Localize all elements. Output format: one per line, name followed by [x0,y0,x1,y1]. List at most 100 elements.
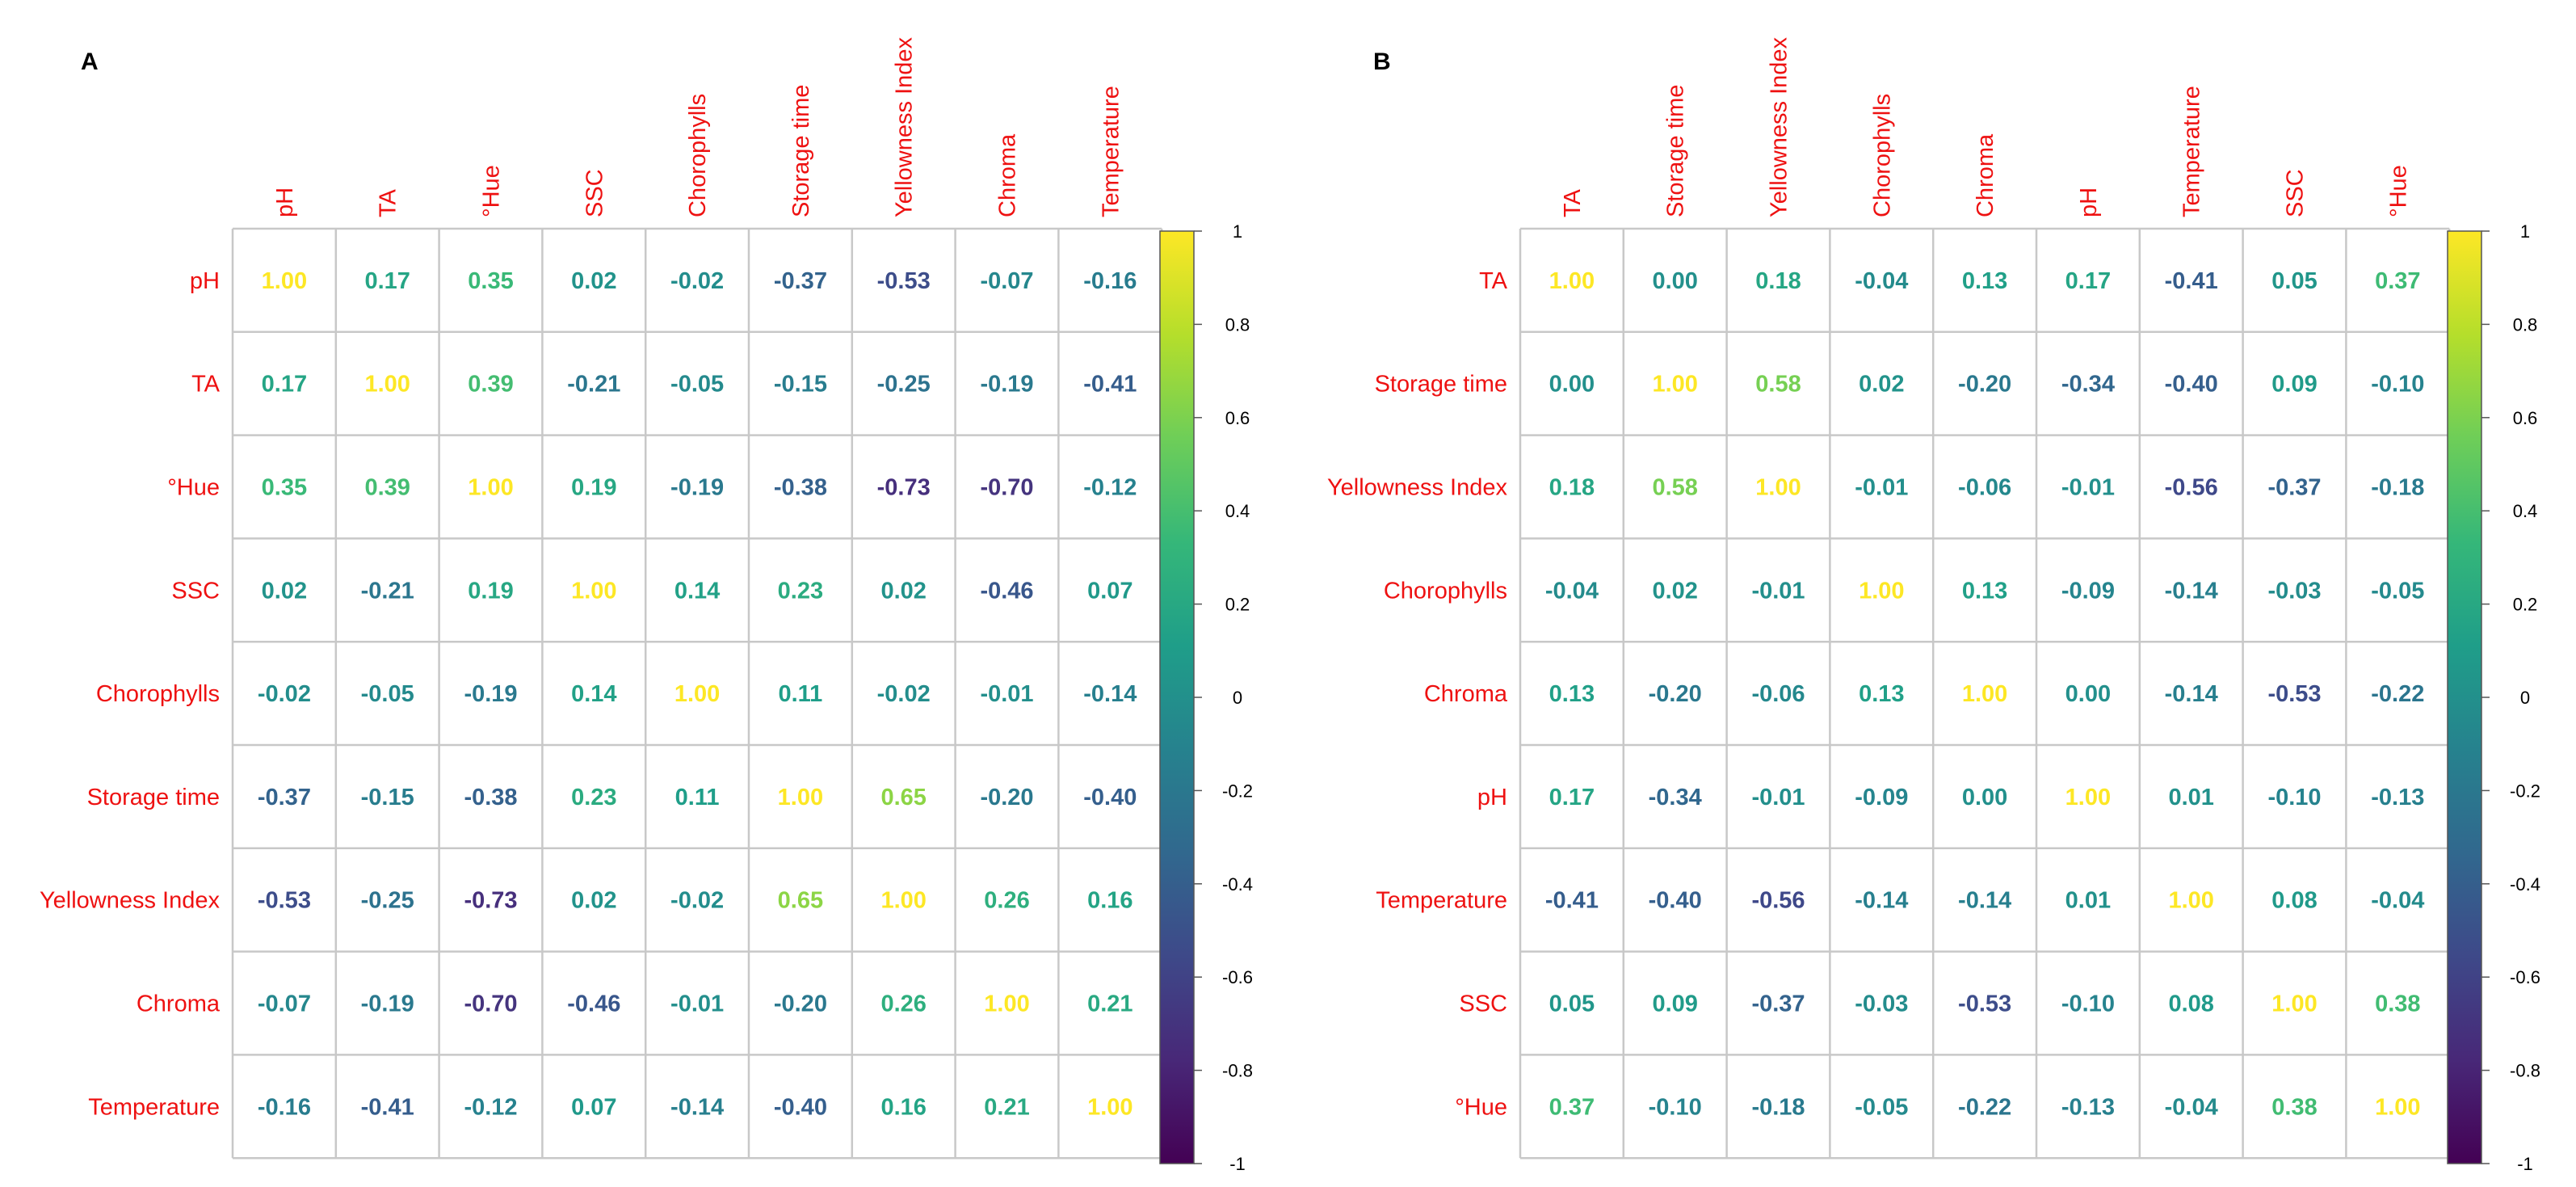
row-label: TA [191,372,221,398]
cell-value-r4-c8: -0.22 [2371,681,2424,707]
cell-value-r7-c0: 0.05 [1549,991,1595,1017]
cell-value-r3-c7: -0.03 [2267,578,2321,604]
cell-value-r8-c8: 1.00 [1087,1094,1133,1120]
column-label: Temperature [2179,86,2205,217]
column-label: pH [2076,187,2102,217]
cell-value-r0-c4: -0.02 [670,268,724,294]
colorbar-tick-label: 0.6 [2513,408,2538,428]
cell-value-r5-c6: 0.65 [880,785,926,810]
cell-value-r6-c8: 0.16 [1087,888,1133,914]
cell-value-r1-c3: -0.21 [567,372,620,398]
cell-value-r0-c0: 1.00 [1549,268,1595,294]
cell-value-r3-c8: -0.05 [2371,578,2424,604]
cell-value-r0-c8: -0.16 [1083,268,1137,294]
column-label: °Hue [2385,165,2411,217]
colorbar [2447,230,2482,1164]
cell-value-r4-c4: 1.00 [674,681,720,707]
cell-value-r7-c0: -0.07 [258,991,311,1017]
cell-value-r7-c7: 1.00 [984,991,1029,1017]
cell-value-r8-c2: -0.12 [464,1094,517,1120]
cell-value-r5-c3: 0.23 [571,785,616,810]
cell-value-r0-c3: -0.04 [1855,268,1908,294]
row-label: Storage time [87,785,220,810]
cell-value-r3-c1: -0.21 [361,578,414,604]
colorbar-tick-label: 0 [2520,688,2530,708]
column-label: Temperature [1098,86,1124,217]
cell-value-r1-c1: 1.00 [364,372,410,398]
row-label: Temperature [88,1094,220,1120]
cell-value-r4-c3: 0.14 [571,681,616,707]
cell-value-r2-c5: -0.38 [774,475,827,501]
cell-value-r7-c4: -0.53 [1958,991,2011,1017]
colorbar-tick-label: -0.6 [2510,967,2540,987]
column-label: Storage time [1663,85,1689,217]
cell-value-r5-c2: -0.01 [1751,785,1805,810]
cell-value-r8-c4: -0.22 [1958,1094,2011,1120]
cell-value-r0-c1: 0.17 [364,268,410,294]
row-label: Chroma [137,991,221,1017]
row-label: pH [1477,785,1507,810]
cell-value-r7-c6: 0.26 [880,991,926,1017]
colorbar-tick-label: 0 [1233,688,1242,708]
panel-label-a: A [81,48,99,75]
correlation-heatmap-b: 1.00 0.00 0.18 -0.04 0.13 0.17 -0.41 0.05 0.370.… [1327,36,2540,1174]
cell-value-r1-c5: -0.15 [774,372,827,398]
cell-value-r5-c5: 1.00 [778,785,823,810]
cell-value-r6-c7: 0.26 [984,888,1029,914]
cell-value-r2-c2: 1.00 [1755,475,1801,501]
cell-value-r2-c0: 0.18 [1549,475,1595,501]
colorbar-tick-label: 0.2 [2513,595,2538,615]
cell-value-r1-c5: -0.34 [2061,372,2115,398]
cell-value-r3-c0: -0.04 [1545,578,1599,604]
cell-value-r8-c0: 0.37 [1549,1094,1595,1120]
colorbar-tick-label: -1 [2517,1154,2533,1174]
cell-value-r0-c6: -0.41 [2165,268,2218,294]
row-label: Temperature [1376,888,1507,914]
cell-value-r1-c3: 0.02 [1859,372,1904,398]
cell-value-r1-c4: -0.05 [670,372,724,398]
cell-value-r2-c6: -0.73 [877,475,931,501]
cell-value-r6-c2: -0.73 [464,888,517,914]
cell-value-r5-c3: -0.09 [1855,785,1908,810]
cell-value-r5-c6: 0.01 [2168,785,2213,810]
cell-value-r0-c1: 0.00 [1652,268,1697,294]
cell-value-r8-c7: 0.38 [2271,1094,2317,1120]
cell-value-r5-c2: -0.38 [464,785,517,810]
cell-value-r2-c7: -0.37 [2267,475,2321,501]
column-label: Chroma [995,133,1021,217]
row-label: Chorophylls [96,681,220,707]
cell-value-r4-c1: -0.20 [1649,681,1702,707]
column-label: SSC [2283,169,2309,217]
colorbar-tick-label: 0.4 [2513,501,2538,521]
cell-value-r7-c1: -0.19 [361,991,414,1017]
cell-value-r5-c1: -0.15 [361,785,414,810]
cell-value-r0-c0: 1.00 [262,268,307,294]
column-label: Chorophylls [685,94,711,217]
cell-value-r7-c8: 0.38 [2375,991,2420,1017]
cell-value-r3-c5: -0.09 [2061,578,2115,604]
cell-value-r1-c8: -0.41 [1083,372,1137,398]
cell-value-r1-c7: 0.09 [2271,372,2317,398]
cell-value-r1-c8: -0.10 [2371,372,2424,398]
cell-value-r4-c6: -0.02 [877,681,931,707]
cell-value-r4-c7: -0.01 [980,681,1033,707]
cell-value-r6-c3: 0.02 [571,888,616,914]
row-label: Chroma [1424,681,1508,707]
cell-value-r3-c3: 1.00 [571,578,616,604]
cell-value-r7-c5: -0.20 [774,991,827,1017]
cell-value-r8-c6: 0.16 [880,1094,926,1120]
row-label: Yellowness Index [1327,475,1508,501]
cell-value-r7-c6: 0.08 [2168,991,2213,1017]
cell-value-r5-c5: 1.00 [2065,785,2111,810]
colorbar-tick-label: -0.2 [1222,781,1253,801]
cell-value-r0-c3: 0.02 [571,268,616,294]
cell-value-r0-c6: -0.53 [877,268,931,294]
cell-value-r4-c2: -0.19 [464,681,517,707]
cell-value-r4-c4: 1.00 [1962,681,2007,707]
cell-value-r6-c6: 1.00 [880,888,926,914]
cell-value-r1-c6: -0.25 [877,372,931,398]
row-label: Yellowness Index [40,888,221,914]
cell-value-r2-c8: -0.12 [1083,475,1137,501]
cell-value-r4-c5: 0.11 [778,681,822,707]
cell-value-r2-c7: -0.70 [980,475,1033,501]
